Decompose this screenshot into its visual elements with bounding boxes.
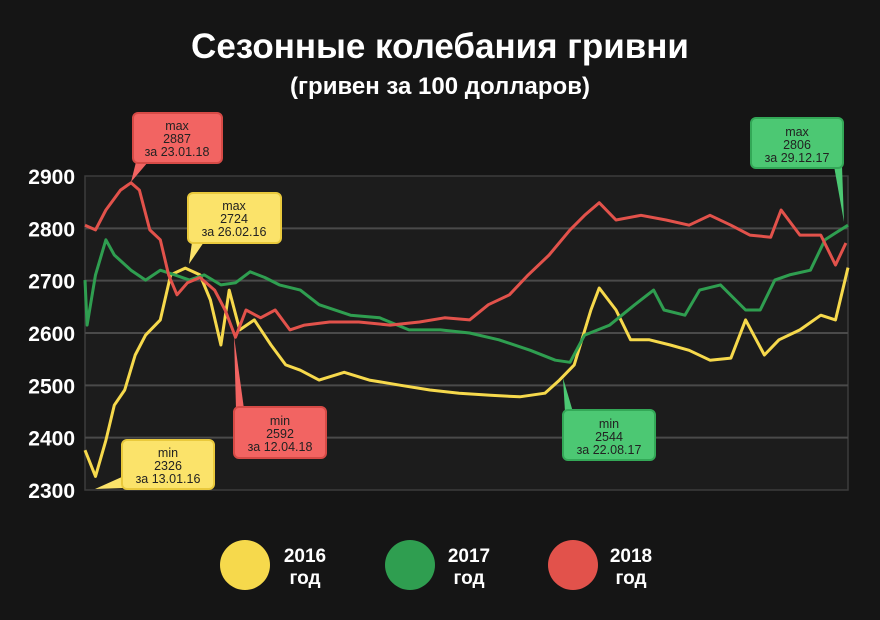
legend-year: 2016 (284, 546, 326, 567)
callout-2017-max: max 2806 за 29.12.17 (750, 117, 844, 222)
callout-2016-min: min 2326 за 13.01.16 (95, 439, 215, 490)
series-line-2016 (83, 266, 850, 478)
callout-date: за 26.02.16 (202, 225, 267, 239)
legend-item-2017: 2017 год (385, 540, 490, 590)
legend-item-2016: 2016 год (220, 540, 326, 590)
y-tick-label: 2700 (28, 271, 75, 294)
series-line-2017 (83, 223, 849, 364)
series-line-2018 (84, 181, 848, 339)
callout-label: min (599, 417, 619, 431)
y-tick-label: 2900 (28, 166, 75, 189)
y-tick-label: 2400 (28, 428, 75, 451)
callout-2018-min: min 2592 за 12.04.18 (233, 336, 327, 459)
callout-value: 2724 (220, 212, 248, 226)
callout-value: 2544 (595, 430, 623, 444)
callout-value: 2326 (154, 459, 182, 473)
chart-subtitle: (гривен за 100 долларов) (290, 73, 590, 100)
legend-swatch (385, 540, 435, 590)
callout-label: max (785, 125, 809, 139)
legend-unit: год (453, 568, 484, 589)
callout-value: 2592 (266, 427, 294, 441)
legend-year: 2017 (448, 546, 490, 567)
callout-value: 2887 (163, 132, 191, 146)
legend-swatch (548, 540, 598, 590)
callout-label: max (165, 119, 189, 133)
callout-date: за 13.01.16 (136, 472, 201, 486)
callout-label: min (270, 414, 290, 428)
callout-label: max (222, 199, 246, 213)
legend-unit: год (289, 568, 320, 589)
y-tick-label: 2300 (28, 480, 75, 503)
y-tick-label: 2600 (28, 323, 75, 346)
callout-2016-max: max 2724 за 26.02.16 (187, 192, 282, 264)
callout-date: за 23.01.18 (145, 145, 210, 159)
callout-date: за 12.04.18 (248, 440, 313, 454)
legend: 2016 год 2017 год 2018 год (220, 540, 652, 590)
callout-label: min (158, 446, 178, 460)
chart-title: Сезонные колебания гривни (191, 27, 689, 66)
callout-date: за 22.08.17 (577, 443, 642, 457)
legend-year: 2018 (610, 546, 652, 567)
callout-2017-min: min 2544 за 22.08.17 (562, 378, 656, 461)
legend-swatch (220, 540, 270, 590)
legend-item-2018: 2018 год (548, 540, 652, 590)
callout-value: 2806 (783, 138, 811, 152)
legend-unit: год (615, 568, 646, 589)
y-axis-ticks: 2900 2800 2700 2600 2500 2400 2300 (28, 166, 75, 503)
callout-2018-max: max 2887 за 23.01.18 (131, 112, 223, 182)
y-tick-label: 2800 (28, 218, 75, 241)
callout-date: за 29.12.17 (765, 151, 830, 165)
series-lines (83, 181, 850, 478)
y-tick-label: 2500 (28, 375, 75, 398)
